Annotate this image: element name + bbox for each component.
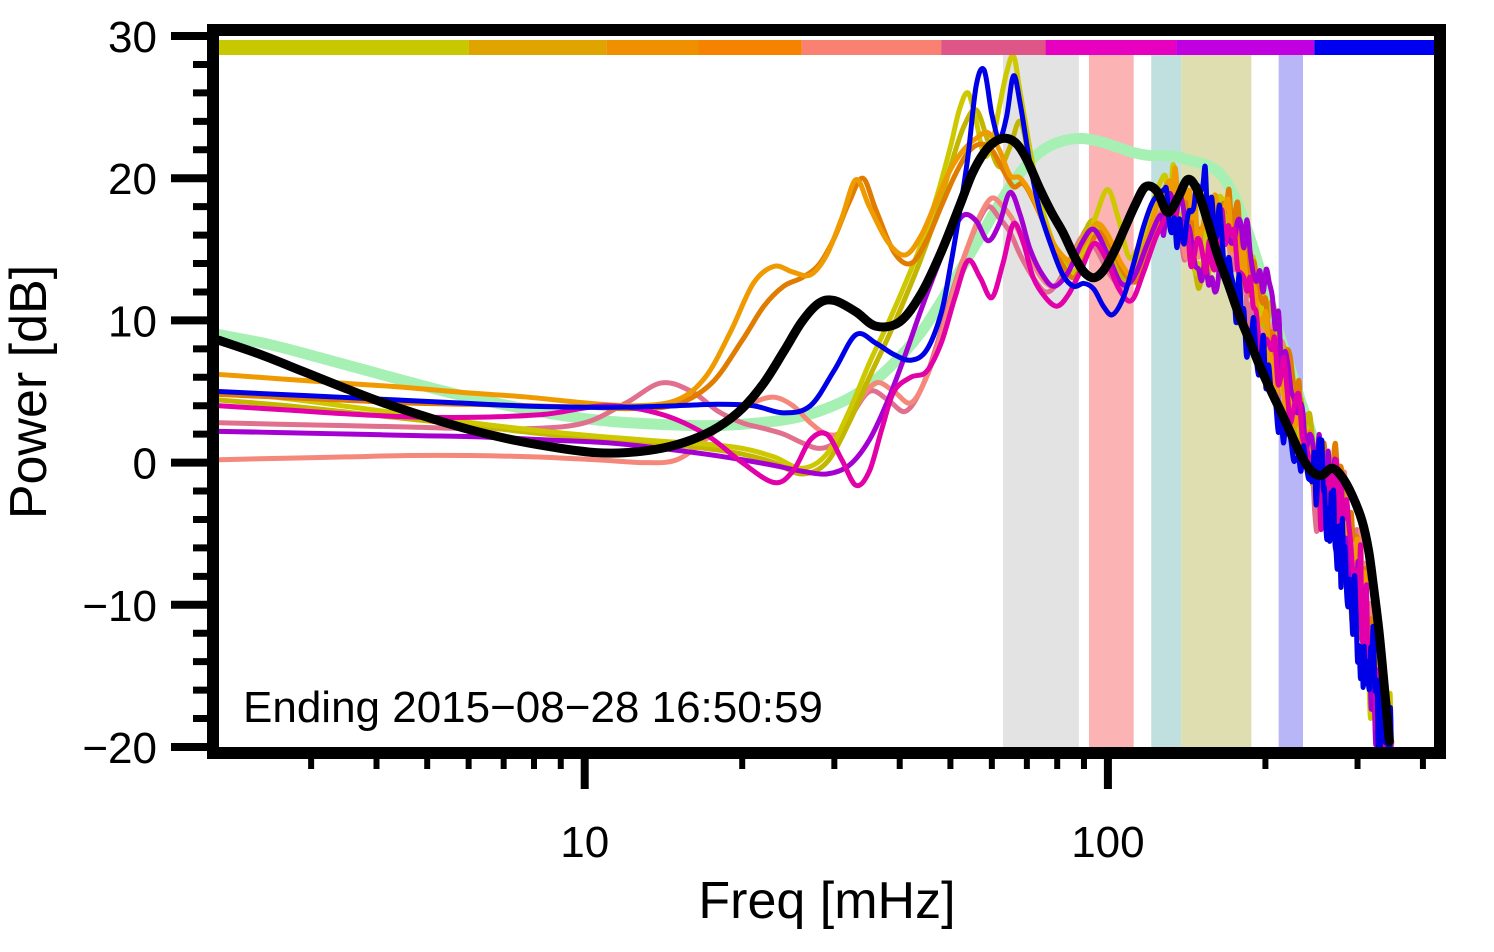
x-tick-label: 10 [560,818,609,867]
curve-blue-trace [216,66,1394,748]
band-khaki [1181,42,1252,747]
colorbar-band-5 [801,40,942,55]
frequency-colorbar [219,40,1434,55]
ending-timestamp-annotation: Ending 2015−08−28 16:50:59 [243,683,823,732]
colorbar-band-9 [1314,40,1434,55]
y-tick-label: 10 [108,297,157,346]
colorbar-band-7 [1045,40,1177,55]
x-tick-label: 100 [1071,818,1144,867]
y-tick-label: 30 [108,13,157,62]
y-axis-label: Power [dB] [0,265,58,519]
curve-magenta-trace [216,201,1394,748]
y-tick-label: −10 [82,582,157,631]
band-gray [1002,42,1079,747]
band-pink [1088,42,1134,747]
colorbar-band-3 [606,40,699,55]
x-axis-label: Freq [mHz] [698,872,955,930]
colorbar-band-2 [468,40,607,55]
spectrum-curves-group [213,52,1395,748]
curve-orange-trace-2 [216,141,1394,748]
band-cyan [1151,42,1182,747]
frame-rect [207,24,1446,759]
tick-label-group: 10 100 −20 −10 0 10 20 30 [82,13,1144,867]
curve-mean-spectrum [214,133,1394,746]
colorbar-band-8 [1176,40,1315,55]
colorbar-band-1 [219,40,469,55]
plot-frame [207,24,1446,759]
colorbar-band-4 [698,40,802,55]
colorbar-band-6 [941,40,1046,55]
y-tick-label: −20 [82,724,157,773]
y-tick-label: 20 [108,155,157,204]
y-tick-label: 0 [133,440,157,489]
